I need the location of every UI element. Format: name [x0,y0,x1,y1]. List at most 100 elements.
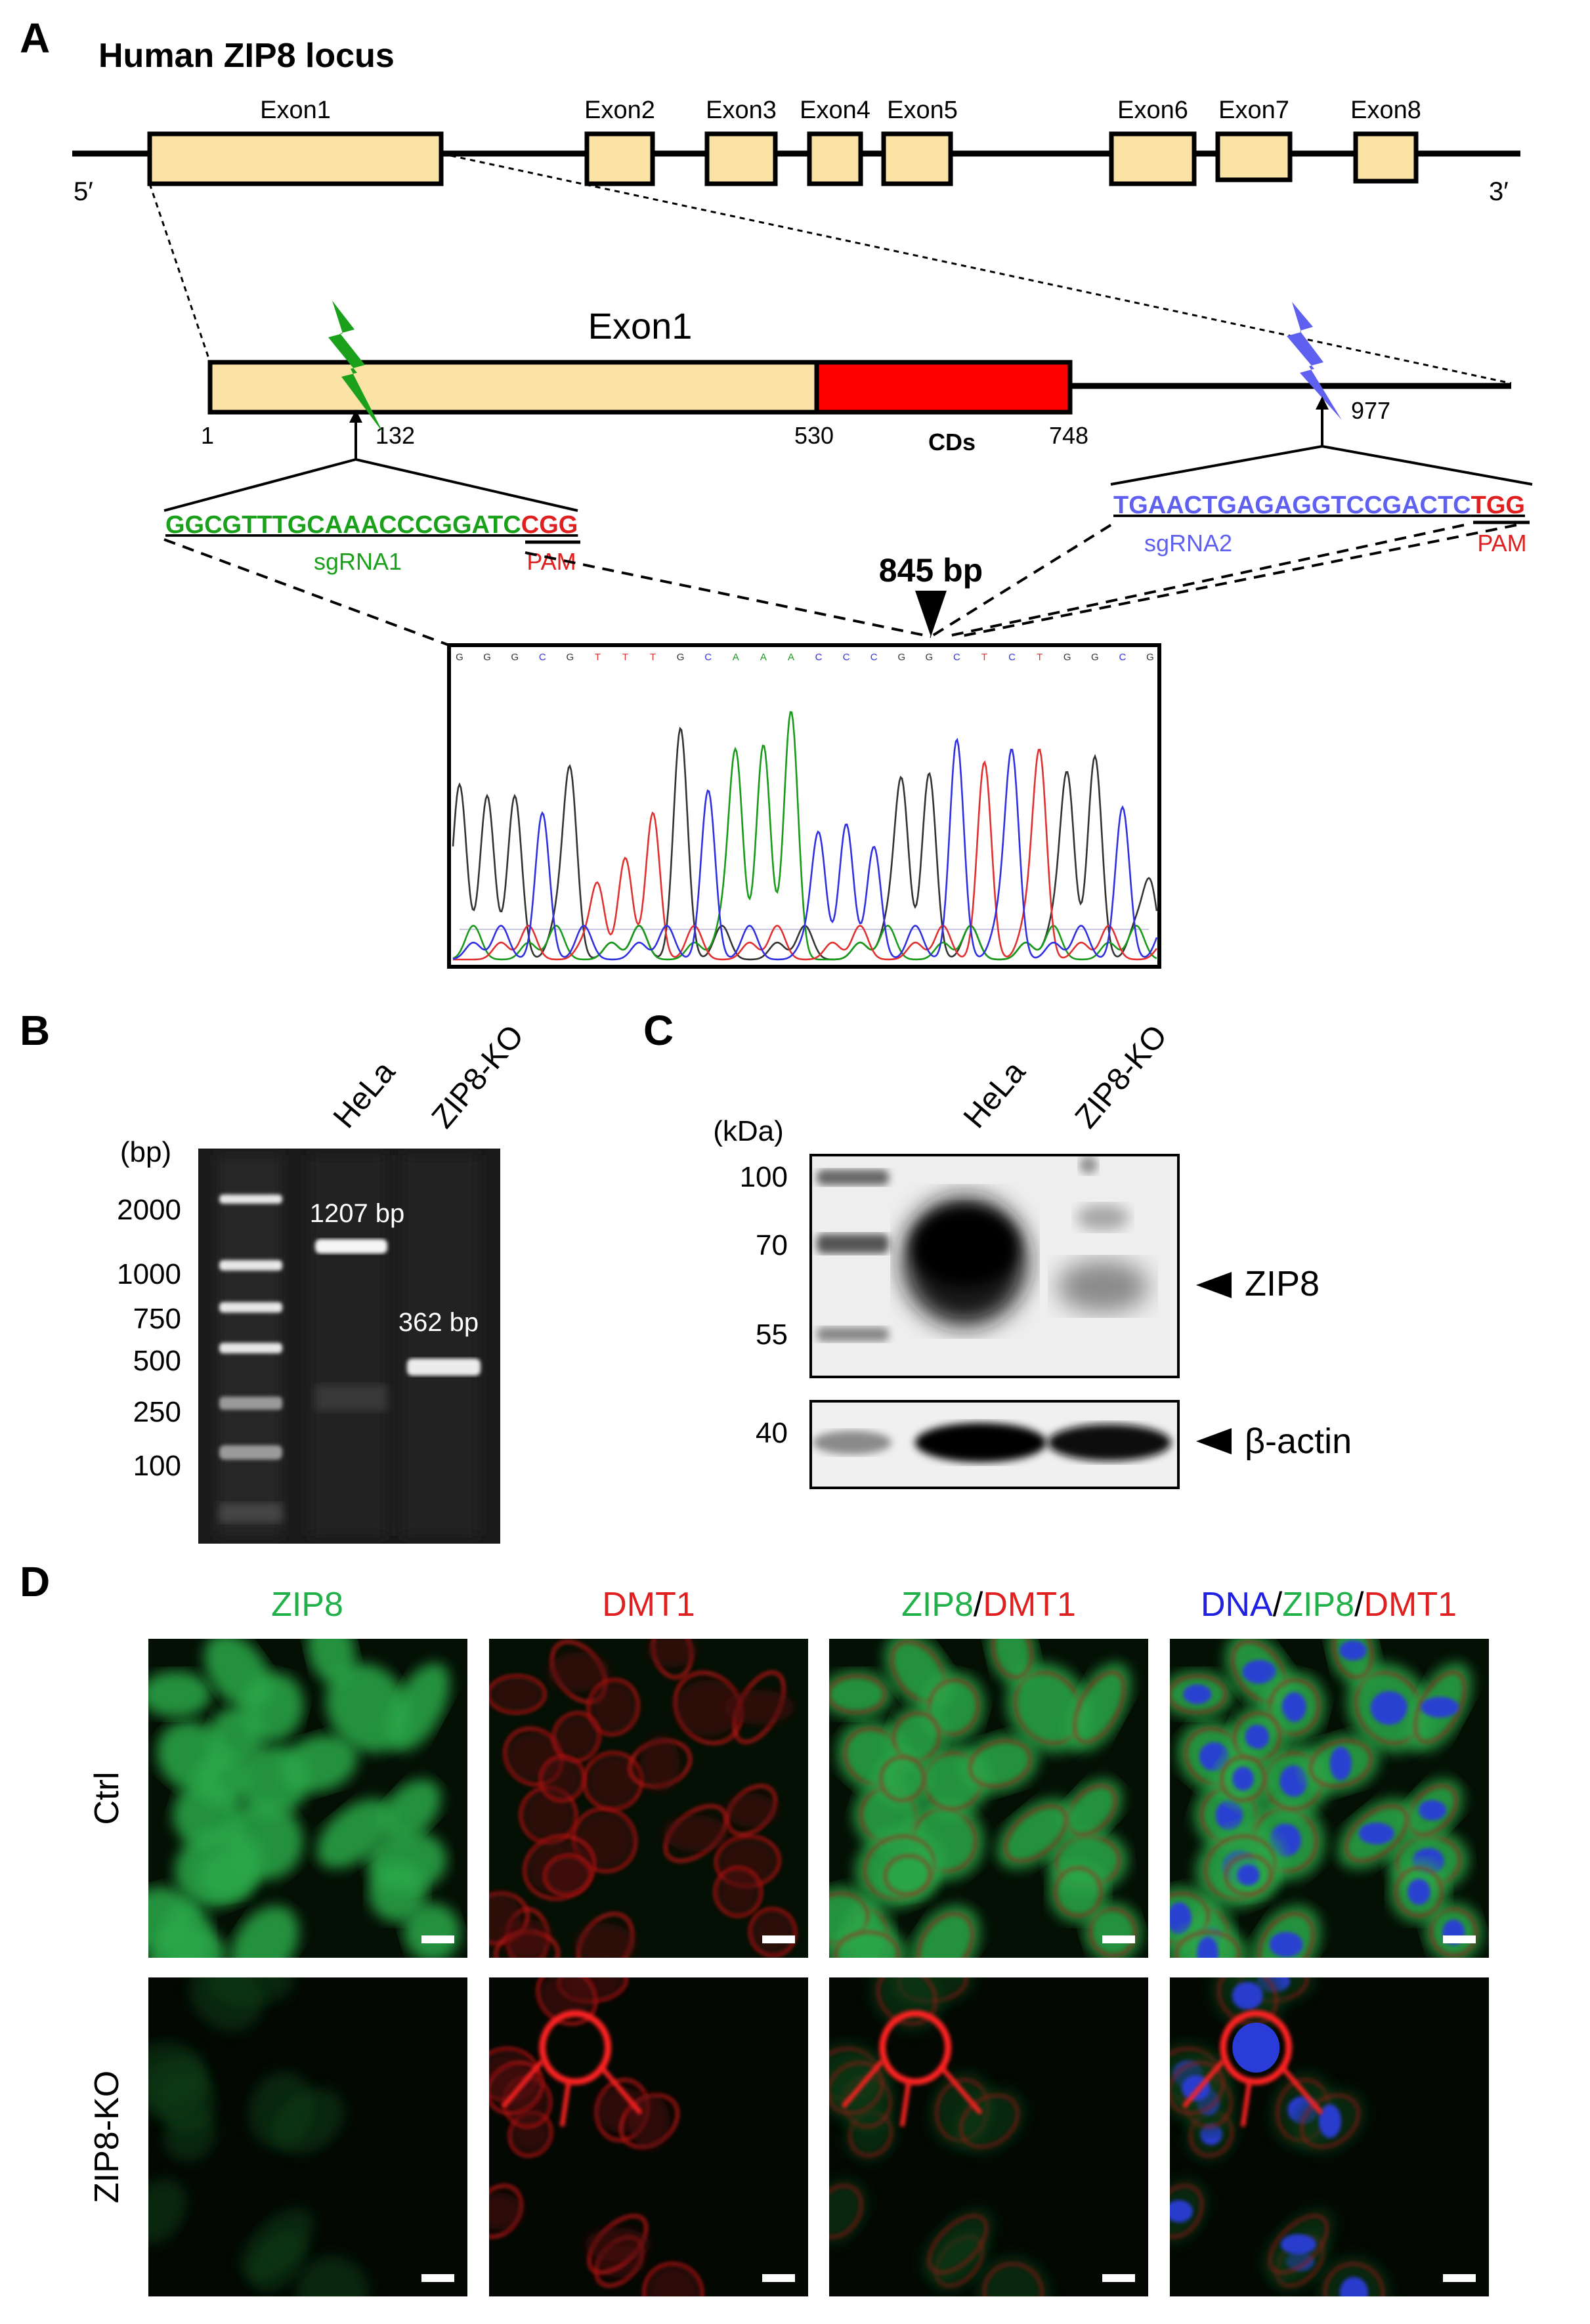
exon-box-8 [1353,131,1419,184]
panel-label-a: A [20,14,50,62]
trace-base: G [926,652,934,663]
trace-base: C [953,652,960,663]
trace-base: C [539,652,546,663]
trace-base: G [456,652,463,663]
wb-actin-label: β-actin [1245,1422,1352,1461]
merge-dmt1-text: DMT1 [983,1586,1076,1624]
five-prime-label: 5′ [74,177,93,206]
trace-base: G [566,652,574,663]
trace-base: T [650,652,656,663]
exon-box-7 [1215,131,1293,182]
exon-label-5: Exon5 [887,96,958,124]
gel-lane-hela: HeLa [327,1055,402,1135]
locus-title: Human ZIP8 locus [98,37,395,75]
sgrna2-pam-seq: TGG [1471,492,1525,519]
wb-actin-band-ko [1048,1424,1171,1461]
merge-zip8-text: ZIP8 [901,1586,974,1624]
wb-marker-70: 70 [756,1229,788,1261]
scale-bar [762,1935,795,1943]
sgrna1-seq: GGCGTTTGCAAACCCGGATC [165,511,521,539]
pos-132: 132 [376,422,415,449]
scale-bar [762,2274,795,2282]
gel-ladder-1000: 1000 [117,1258,181,1290]
trace-base: G [1091,652,1099,663]
trace-base: T [1037,652,1042,663]
gel-ladder-750: 750 [133,1303,181,1335]
zip8-pointer-icon [1196,1272,1232,1298]
sgrna1-pam-seq: CGG [521,511,578,539]
col-header-dmt1: DMT1 [602,1586,695,1624]
trace-base: C [704,652,712,663]
pos-530: 530 [794,422,834,449]
micrograph-ko-zip8-channel [148,1977,467,2296]
trace-base: C [815,652,823,663]
exon-label-4: Exon4 [800,96,870,124]
trace-base: G [1064,652,1071,663]
cds-region [814,360,1073,415]
sgrna2-pam-label: PAM [1477,530,1526,557]
exon-box-5 [881,131,953,186]
sgrna2-seq: TGAACTGAGAGGTCCGACTC [1113,492,1471,519]
scale-bar [1443,1935,1476,1943]
sgrna2-cut-icon [1287,302,1342,420]
exon1-zoom-title: Exon1 [588,305,693,347]
col-header-all: DNA/ZIP8/DMT1 [1201,1586,1457,1624]
trace-peak-line [452,738,1158,961]
exon-box-1 [147,131,444,186]
exon-label-3: Exon3 [706,96,777,124]
deletion-connectors [163,524,1517,646]
western-blot-zip8 [809,1154,1180,1378]
sgrna2-arrow-icon [1316,396,1329,410]
micrograph-ko-zip8-dmt1-merge [829,1977,1148,2296]
exon-box-3 [704,131,778,186]
exon-label-1: Exon1 [260,96,331,124]
all-slash2-text: / [1354,1586,1364,1624]
micrograph-grid [148,1639,1489,2296]
deletion-label: 845 bp [879,552,983,589]
agarose-gel [198,1149,500,1544]
panel-label-d: D [20,1558,50,1605]
gel-ladder-250: 250 [133,1396,181,1428]
exon-label-8: Exon8 [1350,96,1421,124]
gel-band-362-label: 362 bp [398,1308,479,1337]
wb-marker-40: 40 [756,1417,788,1449]
trace-base: A [788,652,794,663]
trace-base: G [897,652,905,663]
gel-lane-ko: ZIP8-KO [425,1019,531,1135]
trace-base: T [595,652,601,663]
western-blot-actin [809,1400,1180,1489]
locus-diagram [72,131,1520,186]
trace-base: A [733,652,739,663]
wb-actin-band-hela [813,1431,892,1454]
trace-base: A [760,652,767,663]
all-zip8-text: ZIP8 [1282,1586,1354,1624]
actin-pointer-icon [1196,1428,1232,1454]
micrograph-ctrl-dmt1-channel [489,1639,808,1958]
wb-marker-55: 55 [756,1319,788,1351]
wb-lane-hela: HeLa [957,1055,1033,1135]
sgrna2-name: sgRNA2 [1144,530,1232,557]
col-header-merge: ZIP8/DMT1 [901,1586,1076,1624]
wb-marker-100: 100 [740,1161,788,1193]
scale-bar [1102,1935,1135,1943]
gel-band-362 [407,1359,481,1376]
gel-band-1207 [315,1239,387,1254]
scale-bar [421,1935,454,1943]
exon-label-7: Exon7 [1218,96,1289,124]
micrograph-ctrl-zip8-channel [148,1639,467,1958]
all-dmt1-text: DMT1 [1364,1586,1457,1624]
gel-band-1207-label: 1207 bp [310,1199,405,1228]
exon1-zoom-diagram [207,360,1511,415]
exon-label-2: Exon2 [584,96,655,124]
trace-peak-line [453,748,1158,961]
three-prime-label: 3′ [1489,177,1509,206]
merge-slash-text: / [974,1586,983,1624]
pos-977: 977 [1351,397,1390,424]
micrograph-ctrl-dna-zip8-dmt1-merge [1170,1639,1489,1958]
cds-label: CDs [928,429,976,455]
sgrna2-sequence: TGAACTGAGAGGTCCGACTCTGG [1113,492,1525,519]
trace-base: T [622,652,628,663]
row-label-ctrl: Ctrl [88,1772,126,1825]
sgrna1-sequence: GGCGTTTGCAAACCCGGATCCGG [165,511,578,539]
